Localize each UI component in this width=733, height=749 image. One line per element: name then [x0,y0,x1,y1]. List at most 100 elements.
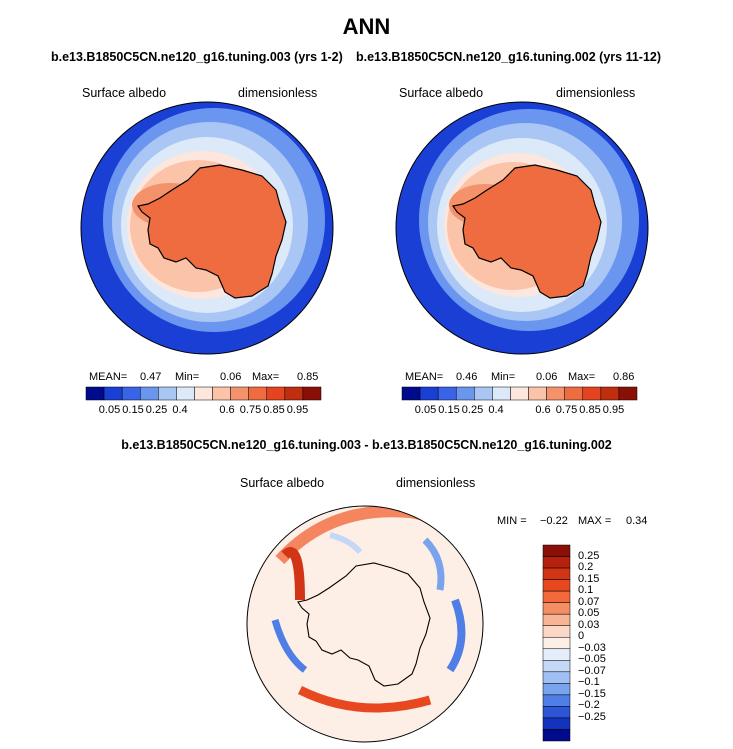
panel2-colorbar-box [618,386,638,401]
panel1-min-label: Min= [175,371,200,383]
panel2-variable-label: Surface albedo [399,86,484,100]
diff-colorbar-box [542,683,571,696]
diff-colorbar-box [542,579,571,592]
diff-colorbar-box [542,544,571,557]
diff-colorbar-box [542,648,571,661]
panel1-mean-label: MEAN= [89,371,128,383]
panel1-colorbar-box [284,386,304,401]
diff-colorbar-tick: 0.03 [578,618,600,631]
diff-min-value: −0.22 [540,515,568,527]
panel1-units-label: dimensionless [238,86,318,100]
diff-colorbar-tick: −0.1 [578,676,600,689]
diff-variable-label: Surface albedo [240,476,325,490]
diff-colorbar-box [542,694,571,707]
panel1-colorbar-box [266,386,286,401]
diff-colorbar-box [542,556,571,569]
panel2-case-title: b.e13.B1850C5CN.ne120_g16.tuning.002 (yr… [356,50,662,64]
diff-colorbar-tick: 0.1 [578,584,594,597]
diff-title: b.e13.B1850C5CN.ne120_g16.tuning.003 - b… [121,438,612,452]
diff-colorbar-box [542,625,571,638]
panel1-max-label: Max= [252,371,280,383]
panel2-max-label: Max= [568,371,596,383]
panel2-colorbar-box [437,386,457,401]
diff-colorbar-tick: 0.2 [578,561,594,574]
panel2-colorbar-box [510,386,529,401]
diff-colorbar-tick: 0.07 [578,595,600,608]
diff-colorbar-box [542,567,571,580]
diff-colorbar-tick: −0.2 [578,699,600,712]
diff-colorbar-box [542,660,571,673]
panel2-colorbar-box [492,386,511,401]
diff-colorbar-box [542,613,571,626]
diff-units-label: dimensionless [396,476,476,490]
panel1-colorbar-tick: 0.75 [239,404,262,416]
diff-max-label: MAX = [578,515,612,527]
panel1-colorbar-box [248,386,268,401]
panel1-colorbar-box [85,386,105,401]
panel2-units-label: dimensionless [556,86,636,100]
panel1-colorbar-box [194,386,213,401]
panel1-colorbar-tick: 0.95 [286,404,309,416]
panel2-colorbar-tick: 0.4 [488,404,504,416]
panel1-colorbar-box [302,386,322,401]
panel1-antarctica [137,164,287,299]
panel1-colorbar-box [139,386,159,401]
diff-colorbar-box [542,671,571,684]
panel2-colorbar-box [582,386,602,401]
diff-colorbar-tick: −0.25 [578,710,606,723]
diff-map [246,505,484,743]
panel2-colorbar-tick: 0.75 [555,404,578,416]
diff-colorbar-tick: −0.07 [578,664,606,677]
diff-colorbar-box [542,602,571,615]
diff-colorbar-tick: 0 [578,630,585,643]
panel2-max-value: 0.86 [613,371,635,383]
panel2-map [395,101,649,355]
panel2-colorbar [401,386,638,401]
panel2-colorbar-tick: 0.6 [535,404,551,416]
panel2-colorbar-box [564,386,584,401]
diff-colorbar-tick: −0.03 [578,641,606,654]
panel2-colorbar-tick: 0.25 [461,404,484,416]
diff-antarctica [297,562,431,687]
panel1-min-value: 0.06 [220,371,242,383]
panel2-colorbar-tick: 0.05 [414,404,437,416]
diff-colorbar-tick: 0.25 [578,549,600,562]
diff-colorbar-tick: −0.05 [578,653,606,666]
panel1-colorbar-tick: 0.25 [145,404,168,416]
panel2-colorbar-box [474,386,493,401]
panel2-mean-label: MEAN= [405,371,444,383]
diff-colorbar-box [542,636,571,650]
panel2-min-value: 0.06 [536,371,558,383]
panel1-map [80,101,334,355]
diff-colorbar-box [542,729,571,742]
diff-max-value: 0.34 [626,515,648,527]
diff-colorbar [542,544,571,742]
diff-colorbar-box [542,717,571,730]
diff-colorbar-tick: 0.15 [578,572,600,585]
panel2-mean-value: 0.46 [456,371,478,383]
panel1-colorbar-tick: 0.85 [263,404,285,416]
panel1-max-value: 0.85 [297,371,319,383]
panel2-colorbar-box [600,386,620,401]
panel1-colorbar-box [230,386,249,401]
panel1-colorbar-box [158,386,177,401]
panel1-colorbar-box [103,386,123,401]
panel1-colorbar-box [121,386,141,401]
panel1-colorbar [85,386,322,401]
panel2-colorbar-tick: 0.15 [438,404,460,416]
panel1-colorbar-tick: 0.05 [98,404,121,416]
panel2-colorbar-tick: 0.95 [602,404,625,416]
diff-colorbar-box [542,590,571,603]
panel1-colorbar-tick: 0.6 [219,404,235,416]
panel1-colorbar-tick: 0.15 [122,404,144,416]
panel2-colorbar-box [419,386,439,401]
diff-colorbar-tick: −0.15 [578,687,606,700]
panel1-colorbar-tick: 0.4 [172,404,188,416]
panel2-colorbar-box [401,386,421,401]
panel2-colorbar-box [455,386,475,401]
panel1-colorbar-box [176,386,195,401]
panel2-colorbar-box [528,386,547,401]
panel1-colorbar-box [212,386,231,401]
panel2-colorbar-tick: 0.85 [579,404,601,416]
